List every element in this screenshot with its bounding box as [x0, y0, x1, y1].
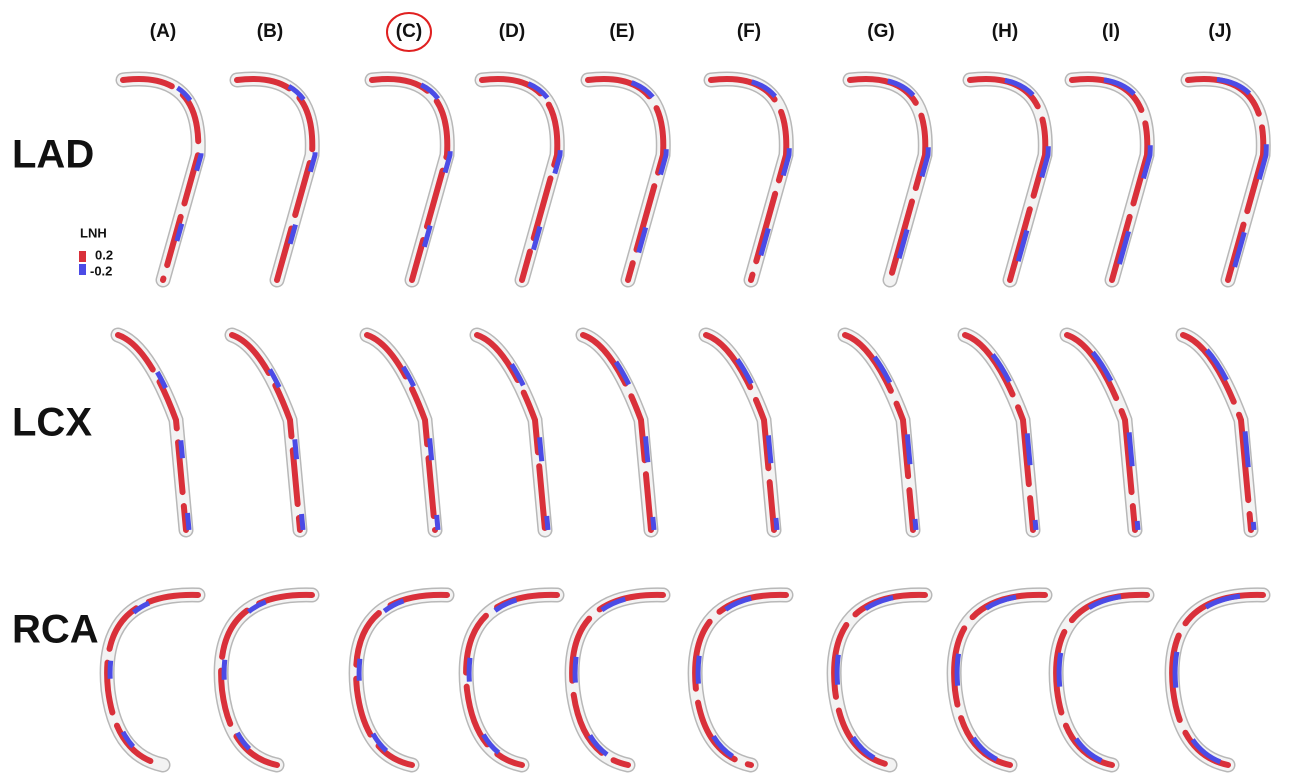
vessel-body: [237, 79, 312, 280]
column-label: (E): [609, 21, 634, 42]
column-label: (G): [867, 21, 894, 42]
column-label: (H): [992, 21, 1018, 42]
vessel-red: [367, 335, 435, 530]
column-label: (A): [150, 21, 176, 42]
vessel-body: [482, 79, 557, 280]
legend-max: 0.2: [95, 247, 113, 262]
figure: LNH 0.2 -0.2 (A) (B) (C) (D) (E) (F) (G) (H) (I)…: [0, 0, 1297, 779]
vessel-body: [372, 79, 447, 280]
column-label: (C): [396, 21, 422, 42]
vessel-body: [970, 79, 1045, 280]
vessel-body: [1072, 79, 1147, 280]
vessel-red: [232, 335, 300, 530]
column-label: (D): [499, 21, 525, 42]
column-label: (I): [1102, 21, 1120, 42]
vessel-body: [954, 595, 1045, 765]
vessel-body: [588, 79, 663, 280]
vessel-body: [711, 79, 786, 280]
column-label: (J): [1208, 21, 1231, 42]
vessel-body: [850, 79, 925, 280]
row-label: LAD: [12, 133, 94, 177]
row-label: LCX: [12, 401, 92, 445]
column-label: (B): [257, 21, 283, 42]
legend-min: -0.2: [90, 263, 112, 278]
row-label: RCA: [12, 608, 99, 652]
legend-swatch-blue: [79, 264, 86, 275]
vessel-red: [477, 335, 545, 530]
column-label: (F): [737, 21, 761, 42]
legend-swatch-red: [79, 251, 86, 262]
vessel-body: [123, 79, 198, 280]
vessel-body: [834, 595, 925, 765]
vessel-body: [1188, 79, 1263, 280]
legend-title: LNH: [80, 225, 107, 240]
